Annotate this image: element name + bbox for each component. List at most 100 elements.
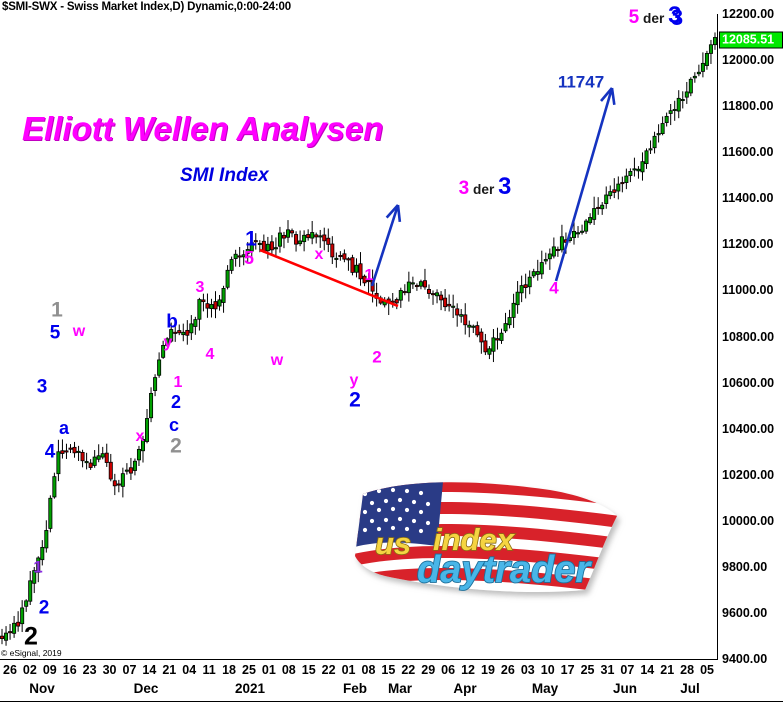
candle-body bbox=[523, 284, 528, 288]
projection-arrow[interactable] bbox=[554, 87, 616, 282]
wave-label: w bbox=[72, 323, 86, 340]
candle-body bbox=[338, 255, 343, 258]
candle-body bbox=[4, 632, 9, 641]
candle-body bbox=[616, 183, 621, 192]
month-tick: Nov bbox=[29, 681, 55, 696]
candle-body bbox=[592, 208, 597, 220]
candle-body bbox=[108, 461, 113, 480]
candle-body bbox=[527, 276, 532, 288]
wave-label: y bbox=[163, 334, 173, 351]
candle-body bbox=[543, 259, 548, 262]
candle-body bbox=[24, 600, 29, 607]
date-tick: 12 bbox=[461, 663, 475, 677]
candle-body bbox=[322, 234, 327, 242]
candle-body bbox=[479, 331, 484, 343]
candle-body bbox=[96, 455, 101, 460]
candle-body bbox=[84, 461, 89, 464]
candle-body bbox=[491, 337, 496, 352]
wave-label: 1 bbox=[364, 267, 374, 284]
date-tick: 18 bbox=[222, 663, 236, 677]
candle-body bbox=[471, 325, 476, 328]
candle-body bbox=[443, 297, 448, 308]
date-tick: 06 bbox=[441, 663, 456, 677]
date-tick: 26 bbox=[3, 663, 17, 677]
candle-body bbox=[684, 91, 689, 98]
candle-body bbox=[334, 257, 339, 260]
price-axis[interactable]: 12200.00 12000.00 11800.00 11600.00 11400.00… bbox=[719, 7, 783, 666]
candle-body bbox=[290, 230, 295, 234]
date-tick: 03 bbox=[520, 663, 535, 677]
candle-body bbox=[80, 451, 85, 462]
candle-body bbox=[406, 281, 411, 294]
wave-label: 2 bbox=[349, 388, 361, 412]
candle-body bbox=[576, 232, 581, 235]
candle-body bbox=[153, 377, 158, 391]
date-tick: 14 bbox=[640, 663, 655, 677]
date-tick: 05 bbox=[700, 663, 714, 677]
candle-body bbox=[551, 246, 556, 257]
candle-body bbox=[88, 462, 93, 468]
plot-canvas[interactable] bbox=[0, 14, 717, 659]
wave-degree-label: 5 der 3 bbox=[628, 2, 682, 30]
wave-label: b bbox=[166, 311, 178, 333]
wave-label: 3 bbox=[36, 376, 48, 398]
candle-body bbox=[157, 359, 162, 376]
candle-body bbox=[302, 234, 307, 243]
date-tick: 25 bbox=[580, 663, 595, 677]
candle-body bbox=[346, 258, 351, 261]
candle-body bbox=[362, 275, 367, 284]
price-tick: 12000.00 bbox=[722, 53, 775, 68]
trendline[interactable] bbox=[259, 248, 399, 308]
date-axis[interactable]: 26 02 09 16 23 30 07 14 21 04 11 18 25 01 08 15 22 01 08 15… bbox=[0, 661, 718, 702]
candle-body bbox=[265, 243, 270, 252]
candle-body bbox=[217, 299, 222, 307]
candle-body bbox=[169, 329, 174, 342]
candle-body bbox=[213, 301, 218, 310]
wave-label: 3 bbox=[670, 5, 684, 30]
candle-body bbox=[306, 234, 311, 239]
candle-body bbox=[241, 254, 246, 258]
candle-body bbox=[205, 303, 210, 309]
date-tick: 29 bbox=[421, 663, 436, 677]
candle-body bbox=[435, 292, 440, 297]
candle-body bbox=[447, 303, 452, 307]
candle-body bbox=[394, 299, 399, 304]
date-tick: 01 bbox=[341, 663, 356, 677]
price-tick: 9800.00 bbox=[722, 559, 768, 574]
candle-body bbox=[269, 241, 274, 251]
candle-body bbox=[680, 99, 685, 102]
projection-arrow[interactable] bbox=[370, 204, 402, 287]
candle-body bbox=[414, 285, 419, 288]
candle-body bbox=[487, 348, 492, 355]
candle-body bbox=[511, 302, 516, 318]
price-tick: 10000.00 bbox=[722, 513, 775, 528]
wave-label: 2 bbox=[170, 434, 182, 458]
candle-body bbox=[330, 243, 335, 258]
candle-body bbox=[193, 319, 198, 327]
candle-body bbox=[704, 53, 709, 66]
candle-body bbox=[572, 230, 577, 238]
candle-body bbox=[128, 467, 133, 474]
date-tick: 22 bbox=[321, 663, 336, 677]
candle-body bbox=[237, 255, 242, 258]
candle-body bbox=[36, 557, 41, 573]
current-price-tag: 12085.51 bbox=[719, 31, 783, 49]
candle-body bbox=[68, 447, 73, 450]
price-tick: 11800.00 bbox=[722, 99, 774, 114]
candle-body bbox=[463, 314, 468, 326]
candle-body bbox=[253, 240, 258, 243]
date-tick: 21 bbox=[162, 663, 177, 677]
logo-text-index: index bbox=[433, 522, 516, 557]
candle-body bbox=[672, 108, 677, 111]
candle-body bbox=[696, 71, 701, 75]
wave-label: 3 bbox=[195, 279, 205, 296]
wave-label: 1 bbox=[51, 298, 63, 322]
candle-body bbox=[100, 453, 105, 458]
month-tick: May bbox=[531, 681, 559, 696]
candle-body bbox=[495, 338, 500, 341]
date-tick: 21 bbox=[660, 663, 675, 677]
candlestick-series bbox=[0, 32, 717, 646]
price-tick: 9400.00 bbox=[722, 652, 768, 666]
candle-body bbox=[112, 480, 117, 487]
